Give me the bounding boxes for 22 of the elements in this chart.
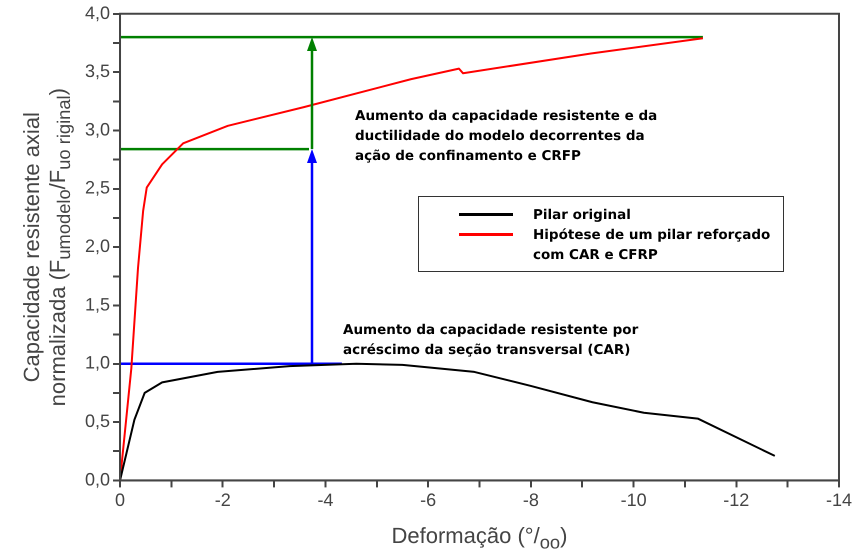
x-tick-label: -4 bbox=[317, 490, 334, 510]
y-tick-label: 0,0 bbox=[84, 469, 110, 490]
y-tick-label: 4,0 bbox=[84, 2, 110, 23]
y-tick-label: 3,5 bbox=[84, 61, 110, 82]
annotation: Aumento da capacidade resistente e da ductilidade do modelo decorrentes da ação de confinamento e CRFP bbox=[355, 107, 658, 166]
y-tick-label: 1,0 bbox=[84, 352, 110, 373]
y-tick-label: 1,5 bbox=[84, 294, 110, 314]
y-tick-label: 2,5 bbox=[84, 178, 110, 198]
y-tick-label: 2,0 bbox=[84, 236, 110, 256]
x-tick-label: -6 bbox=[420, 490, 436, 510]
annotation: Aumento da capacidade resistente por acréscimo da seção transversal (CAR) bbox=[343, 321, 640, 360]
x-axis-title: Deformação (°/$_{oo}$) bbox=[392, 523, 568, 554]
legend-label: Pilar original bbox=[533, 206, 632, 225]
legend-label: Hipótese de um pilar reforçado com CAR e CFRP bbox=[533, 226, 772, 265]
x-tick-label: -14 bbox=[826, 490, 852, 510]
x-tick-label: -2 bbox=[214, 490, 231, 510]
y-tick-label: 0,5 bbox=[84, 411, 110, 432]
x-tick-label: -8 bbox=[522, 490, 539, 510]
x-tick-label: 0 bbox=[115, 490, 126, 510]
y-tick-label: 3,0 bbox=[84, 119, 110, 140]
x-tick-label: -10 bbox=[620, 490, 647, 510]
x-tick-label: -12 bbox=[723, 490, 750, 510]
